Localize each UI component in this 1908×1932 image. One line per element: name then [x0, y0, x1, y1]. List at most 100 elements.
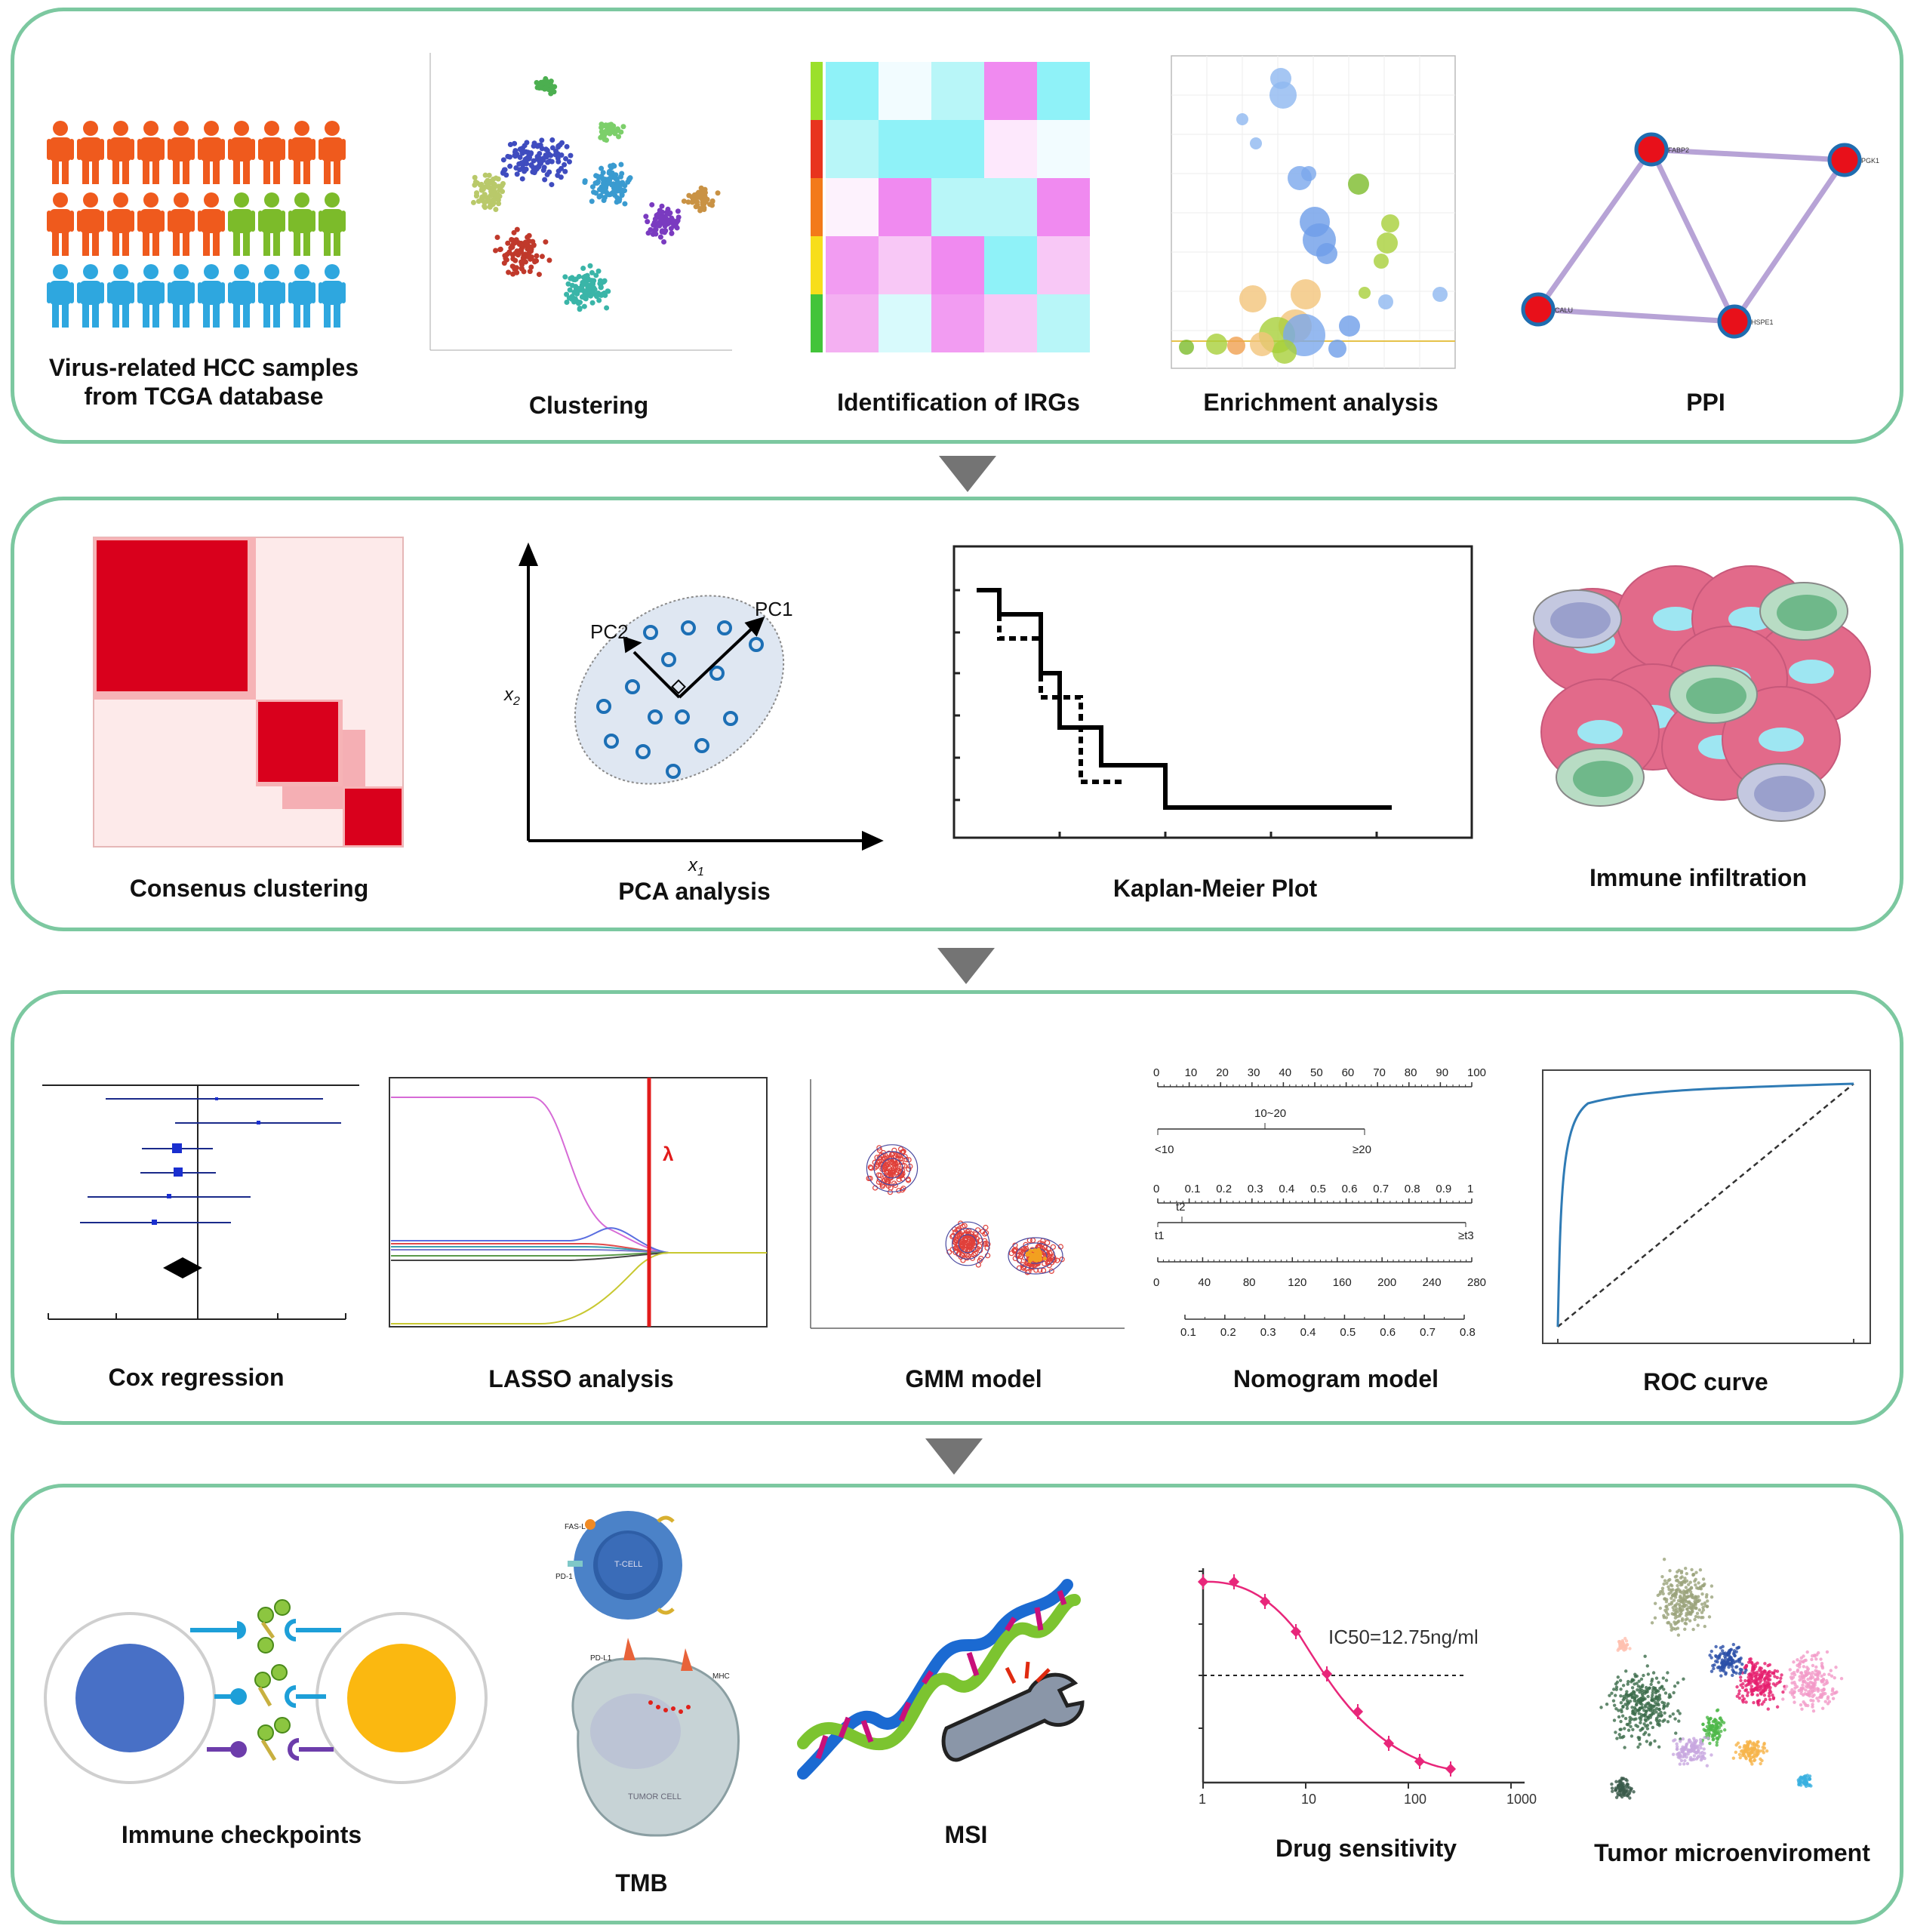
umap-point	[1646, 1717, 1650, 1721]
heatmap-cell	[826, 62, 879, 120]
gmm-component	[881, 1158, 903, 1179]
umap-point	[1716, 1666, 1720, 1669]
cluster-point	[659, 203, 665, 209]
umap-point	[1697, 1615, 1700, 1619]
umap-point	[1667, 1695, 1671, 1700]
person-icon	[137, 121, 165, 184]
ppi-label-calu: CALU	[1555, 306, 1573, 314]
umap-point	[1761, 1749, 1765, 1752]
umap-point	[1701, 1615, 1705, 1620]
cluster-point	[599, 165, 605, 171]
cluster-point	[494, 234, 500, 240]
umap-point	[1720, 1666, 1724, 1670]
umap-point	[1807, 1690, 1811, 1694]
cluster-point	[506, 249, 512, 255]
umap-point	[1715, 1743, 1719, 1747]
cluster-point	[675, 208, 681, 214]
pca-plot: PC1 PC2 x2 x1	[503, 542, 884, 878]
umap-point	[1804, 1688, 1808, 1692]
pca-x1-sub: 1	[697, 866, 704, 878]
umap-point	[1725, 1662, 1729, 1666]
umap-point	[1748, 1740, 1752, 1743]
cluster-point	[577, 306, 583, 312]
gmm-point	[972, 1240, 979, 1246]
umap-point	[1683, 1577, 1687, 1580]
umap-point	[1664, 1616, 1669, 1620]
nomogram-tick-label: 80	[1243, 1276, 1256, 1289]
umap-point	[1687, 1600, 1691, 1604]
cluster-point	[510, 256, 516, 262]
irg-heatmap	[811, 62, 1090, 352]
nomogram-tick-label: 0	[1153, 1276, 1159, 1289]
cluster-point	[656, 220, 662, 226]
cluster-point	[484, 183, 490, 189]
cluster-point	[514, 265, 520, 271]
heatmap-cell	[826, 120, 879, 178]
umap-point	[1799, 1656, 1803, 1660]
umap-point	[1762, 1694, 1767, 1697]
cluster-point	[571, 289, 577, 295]
umap-point	[1648, 1741, 1653, 1745]
umap-point	[1793, 1686, 1797, 1690]
cluster-point	[531, 143, 537, 149]
umap-point	[1625, 1794, 1629, 1798]
umap-point	[1719, 1669, 1722, 1672]
cluster-point	[579, 284, 585, 290]
person-icon	[77, 121, 104, 184]
umap-point	[1690, 1567, 1694, 1572]
umap-point	[1621, 1647, 1625, 1651]
cluster-point	[608, 174, 614, 180]
label-consensus-clustering: Consenus clustering	[129, 875, 369, 902]
umap-point	[1804, 1673, 1808, 1677]
umap-point	[1693, 1579, 1697, 1583]
gmm-point	[1050, 1244, 1056, 1250]
umap-point	[1671, 1712, 1676, 1716]
umap-point	[1759, 1678, 1763, 1682]
person-icon	[228, 192, 255, 256]
nomogram-tick-label: 60	[1342, 1066, 1355, 1079]
umap-point	[1826, 1697, 1830, 1700]
gmm-point	[867, 1164, 873, 1171]
umap-point	[1700, 1611, 1704, 1614]
label-ppi: PPI	[1686, 389, 1725, 416]
cluster-point	[612, 186, 618, 192]
cluster-point	[587, 263, 593, 269]
umap-point	[1649, 1703, 1653, 1707]
person-icon	[168, 121, 195, 184]
umap-point	[1622, 1792, 1626, 1796]
umap-point	[1614, 1795, 1619, 1799]
umap-point	[1639, 1685, 1642, 1689]
umap-point	[1643, 1730, 1648, 1734]
umap-point	[1793, 1672, 1797, 1677]
umap-point	[1717, 1726, 1722, 1730]
umap-point	[1671, 1605, 1675, 1610]
umap-point	[1676, 1681, 1680, 1685]
cluster-point	[575, 300, 581, 306]
umap-point	[1657, 1715, 1660, 1718]
umap-point	[1745, 1740, 1750, 1744]
umap-point	[1715, 1709, 1719, 1712]
cluster-point	[486, 172, 492, 178]
cluster-point	[582, 179, 588, 185]
umap-point	[1740, 1694, 1745, 1698]
umap-point	[1822, 1672, 1826, 1676]
nomogram-tick-label: 200	[1377, 1276, 1396, 1289]
umap-point	[1675, 1602, 1679, 1606]
pca-pc2-label: PC2	[590, 620, 629, 643]
umap-point	[1820, 1674, 1823, 1678]
person-icon	[319, 121, 346, 184]
umap-point	[1610, 1691, 1614, 1695]
cluster-point	[602, 195, 608, 201]
umap-point	[1771, 1697, 1776, 1701]
cluster-point	[501, 167, 507, 173]
umap-point	[1755, 1687, 1759, 1692]
umap-point	[1798, 1665, 1802, 1669]
umap-point	[1722, 1721, 1726, 1724]
umap-point	[1664, 1600, 1669, 1604]
cluster-point	[573, 276, 579, 282]
umap-point	[1676, 1709, 1680, 1713]
cox-forest-plot	[42, 1084, 359, 1320]
cluster-point	[491, 185, 497, 191]
umap-point	[1747, 1682, 1751, 1686]
umap-point	[1651, 1693, 1654, 1697]
